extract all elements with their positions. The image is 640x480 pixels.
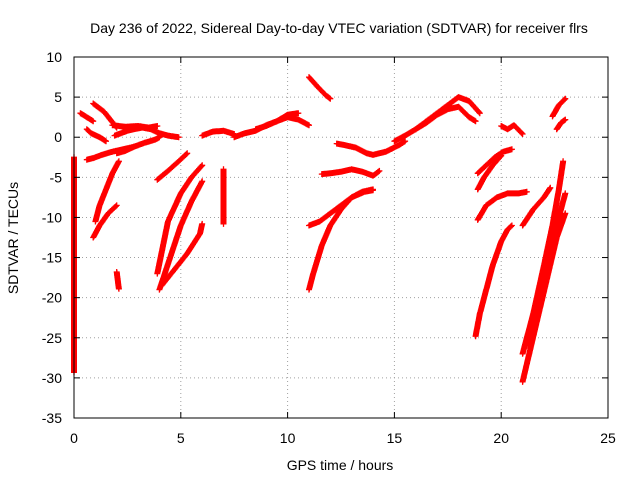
x-tick-labels: 0 5 10 15 20 25 [70,430,616,446]
series-points [412,103,479,133]
series-track-15 [199,127,238,139]
series-track-16 [220,166,227,227]
series-track-17 [231,114,312,141]
series-points [474,188,530,223]
y-tick-labels: -35 -30 -25 -20 -15 -10 -5 0 5 10 [42,49,62,426]
y-tick-label: -25 [42,330,62,346]
series-track-30 [498,122,526,137]
y-tick-label: -5 [50,169,63,185]
series-track-26 [472,222,515,340]
series-track-33 [519,210,569,385]
series-track-27 [474,188,530,223]
series-points [109,122,161,131]
series-points [549,95,569,120]
series-track-02 [83,126,109,145]
series-points [231,114,312,141]
series-points [113,269,122,292]
y-tick-label: 0 [54,129,62,145]
x-tick-label: 5 [177,430,185,446]
series-points [553,116,569,133]
series-points [498,122,526,137]
series-points [158,220,206,289]
series-points [252,110,302,133]
series-track-06 [113,134,163,157]
series-points [519,184,554,229]
x-tick-label: 20 [493,430,509,446]
y-axis-label: SDTVAR / TECUs [5,182,21,294]
series-track-14 [154,150,191,183]
x-axis-label: GPS time / hours [287,457,394,473]
series-points [306,74,334,102]
series-track-25 [412,103,479,133]
series-points [154,162,206,277]
series-track-12 [156,178,206,293]
series-track-18 [252,110,302,133]
series-points [472,222,515,340]
chart-title: Day 236 of 2022, Sidereal Day-to-day VTE… [90,20,588,36]
series-track-01 [77,110,97,125]
series-points [199,127,238,139]
series-points [474,152,505,193]
series-track-35 [549,95,569,120]
series-points [113,134,163,157]
series-track-29 [474,152,505,193]
x-tick-label: 10 [280,430,296,446]
series-track-32 [519,184,554,229]
series-points [306,186,376,229]
y-tick-label: -20 [42,290,62,306]
series-points [474,146,515,177]
series-points [156,178,206,293]
series-points [77,110,97,125]
series-track-23 [333,138,409,158]
x-tick-label: 0 [70,430,78,446]
series-track-36 [553,116,569,133]
y-tick-label: 10 [46,49,62,65]
series-track-28 [474,146,515,177]
y-tick-label: -35 [42,410,62,426]
series-track-34 [523,190,569,349]
plot-frame [73,56,609,419]
series-track-09 [90,202,120,241]
y-tick-label: -10 [42,209,62,225]
series-points [318,166,383,179]
y-tick-label: -30 [42,370,62,386]
x-tick-label: 15 [387,430,403,446]
series-track-22 [318,166,383,179]
series-track-21 [306,186,376,229]
ticks [73,56,609,419]
data-points [71,74,569,385]
series-points [519,210,569,385]
series-points [90,202,120,241]
series-track-10 [113,269,122,292]
y-tick-label: 5 [54,89,62,105]
series-track-08 [92,158,122,225]
series-points [83,126,109,145]
series-track-11 [154,162,206,277]
series-track-19 [306,74,334,102]
y-tick-label: -15 [42,250,62,266]
series-points [220,166,227,227]
series-points [154,150,191,183]
series-points [333,138,409,158]
x-tick-label: 25 [600,430,616,446]
series-track-07 [109,122,161,131]
series-points [92,158,122,225]
series-track-13 [158,220,206,289]
series-points [523,190,569,349]
